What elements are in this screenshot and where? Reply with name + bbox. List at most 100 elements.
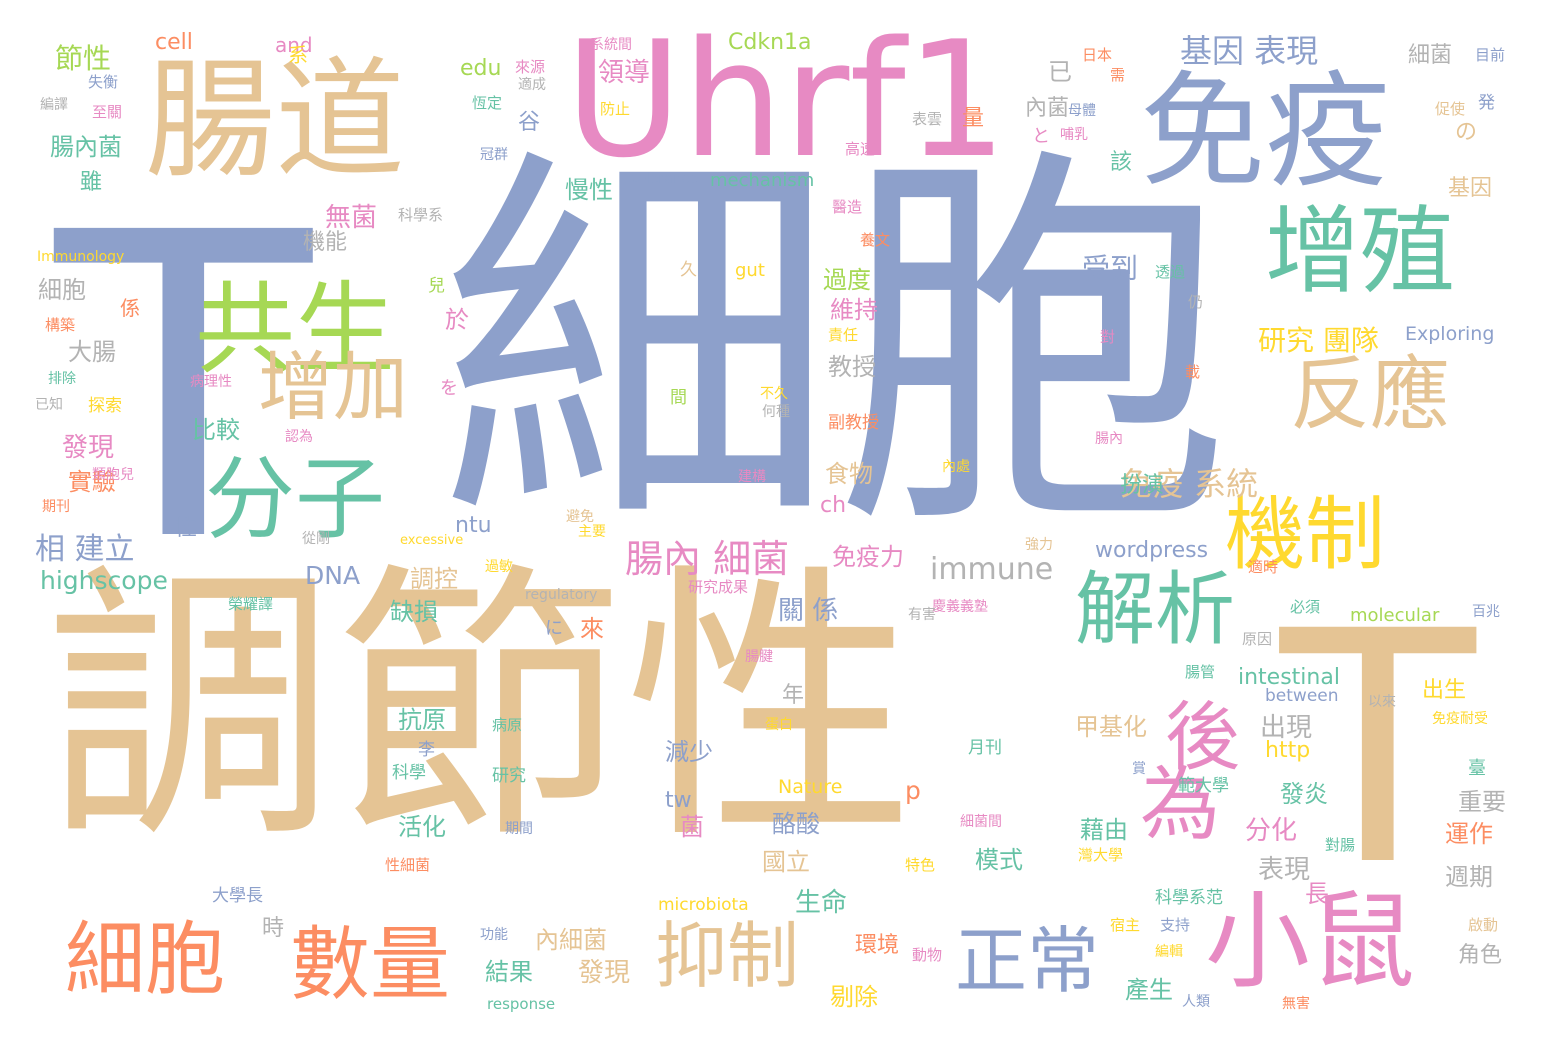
word-25: 研究 團隊 (1258, 324, 1379, 357)
word-94: 週期 (1445, 863, 1493, 891)
word-69: 調控 (410, 565, 458, 593)
word-60: 無菌 (325, 203, 378, 233)
word-102: 副教授 (828, 413, 879, 433)
word-135: 探索 (88, 396, 122, 416)
word-1: 調節性 (45, 541, 915, 878)
word-113: 細菌間 (960, 814, 1002, 830)
word-4: Uhrf1 (565, 6, 1008, 193)
word-164: 谷 (518, 110, 541, 135)
word-17: 數量 (290, 918, 450, 1011)
word-5: 腸道 (145, 44, 406, 196)
word-198: 啟動 (1468, 916, 1499, 934)
word-129: 從剛 (302, 531, 330, 547)
word-182: 載 (1185, 363, 1201, 381)
word-158: 表雲 (912, 110, 943, 128)
word-44: excessive (400, 533, 464, 548)
word-108: 研究 (492, 766, 526, 786)
word-84: 表現 (1258, 855, 1311, 885)
word-128: 過敏 (485, 559, 513, 575)
word-82: 國立 (762, 848, 810, 876)
word-42: response (487, 995, 556, 1013)
word-100: 科學系 (398, 206, 444, 224)
word-123: 腸腱 (745, 649, 773, 665)
word-3: T (1280, 564, 1476, 936)
word-48: ntu (455, 513, 492, 538)
word-49: tw (665, 788, 692, 813)
word-192: 宿主 (1110, 916, 1141, 934)
word-176: 雖 (80, 170, 103, 195)
word-195: 人類 (1182, 994, 1210, 1010)
word-64: 過度 (823, 266, 871, 294)
word-9: 增加 (258, 343, 409, 431)
word-157: 哺乳 (1060, 127, 1088, 143)
word-77: 減少 (665, 738, 713, 766)
word-50: http (1265, 738, 1311, 763)
word-145: 對 (1100, 328, 1116, 346)
word-55: 細胞 (38, 276, 86, 304)
word-146: 責任 (828, 326, 859, 344)
word-72: 活化 (398, 813, 446, 841)
word-63: 領導 (598, 58, 651, 88)
word-189: 至關 (92, 103, 123, 121)
word-147: 高速 (845, 140, 876, 158)
word-122: 有害 (908, 607, 936, 623)
word-125: 強力 (1025, 537, 1053, 553)
word-2: T (55, 145, 312, 634)
word-201: 功能 (480, 927, 508, 943)
word-91: 產生 (1125, 976, 1173, 1004)
word-119: 適時 (1248, 558, 1279, 576)
word-56: 大腸 (68, 338, 116, 366)
word-97: 基因 (1448, 176, 1493, 201)
word-171: に (545, 618, 563, 639)
word-8: 增殖 (1265, 197, 1456, 307)
word-59: 實驗 (68, 468, 116, 496)
word-73: 免疫力 (832, 543, 904, 571)
word-83: 模式 (975, 846, 1023, 874)
word-38: molecular (1350, 605, 1440, 626)
word-120: 必須 (1290, 598, 1321, 616)
word-154: 日本 (1082, 46, 1113, 64)
word-27: 相 建立 (35, 532, 135, 567)
word-159: 量 (962, 106, 985, 131)
word-74: 關 係 (778, 596, 839, 626)
word-118: 免疫耐受 (1432, 711, 1488, 727)
word-39: between (1265, 686, 1339, 706)
word-53: 節性 (55, 42, 112, 75)
word-169: 長 (1305, 880, 1329, 908)
word-26: 受到 (1082, 252, 1139, 285)
word-112: 性細菌 (385, 856, 431, 874)
word-106: 灣大學 (1078, 846, 1124, 864)
word-199: 動物 (912, 946, 943, 964)
word-95: 角色 (1458, 943, 1503, 968)
word-52: p (905, 776, 921, 805)
word-178: 兒 (428, 276, 445, 296)
word-131: 類胞兒 (92, 467, 134, 483)
word-101: 研究成果 (688, 578, 749, 596)
word-141: 腸內 (1095, 431, 1123, 447)
word-165: 於 (445, 306, 469, 334)
word-117: 以來 (1368, 694, 1396, 710)
word-12: 機制 (1225, 488, 1385, 581)
word-61: 機能 (303, 230, 348, 255)
word-40: Nature (778, 776, 843, 798)
word-92: 重要 (1458, 788, 1506, 816)
word-134: 排除 (48, 371, 76, 387)
word-202: 百兆 (1472, 604, 1500, 620)
word-170: 菌 (680, 813, 704, 841)
word-156: 母體 (1068, 103, 1096, 119)
word-105: 科學系范 (1155, 888, 1223, 908)
word-116: 腸管 (1185, 663, 1216, 681)
word-175: 臺 (1468, 758, 1486, 779)
word-152: 冠群 (480, 147, 508, 163)
word-139: 建構 (738, 469, 766, 485)
word-96: 出生 (1422, 678, 1467, 703)
word-11: 分子 (205, 447, 385, 552)
word-149: 來源 (515, 58, 546, 76)
word-104: 範大學 (1178, 776, 1229, 796)
word-110: 病原 (492, 716, 523, 734)
word-36: tolerance (632, 171, 699, 187)
word-28: highscope (40, 566, 168, 595)
word-20: 小鼠 (1205, 881, 1416, 1003)
word-89: 環境 (855, 933, 900, 958)
word-47: edu (460, 56, 502, 81)
